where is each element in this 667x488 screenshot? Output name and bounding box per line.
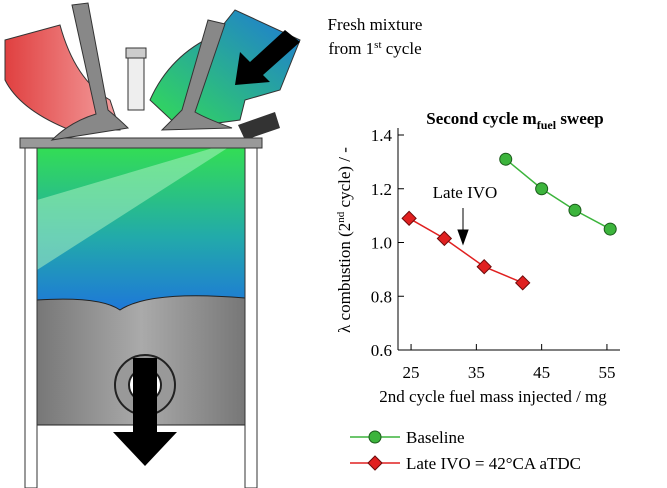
y-tick-label: 1.2: [371, 180, 392, 199]
label-text: from 1: [328, 39, 374, 58]
data-point: [477, 260, 491, 274]
y-tick-label: 0.6: [371, 341, 392, 360]
x-tick-label: 25: [403, 363, 420, 382]
data-point: [536, 183, 548, 195]
label-text: Fresh mixture: [328, 15, 423, 34]
engine-diagram: Fresh mixture from 1st cycle: [5, 3, 422, 488]
annotation: Late IVO: [433, 183, 498, 202]
label-text: cycle: [382, 39, 422, 58]
ylabel-text: λ combustion (2: [335, 223, 354, 333]
data-point: [437, 231, 451, 245]
y-tick-label: 0.8: [371, 287, 392, 306]
y-axis-label: λ combustion (2nd cycle) / -: [335, 147, 354, 333]
data-point: [402, 211, 416, 225]
x-tick-label: 35: [468, 363, 485, 382]
data-point: [516, 276, 530, 290]
y-tick-label: 1.4: [371, 126, 393, 145]
data-point: [569, 204, 581, 216]
diagram-label: Fresh mixture: [328, 15, 423, 34]
ylabel-text: cycle) / -: [335, 147, 354, 212]
series-line: [506, 159, 610, 229]
x-axis-label: 2nd cycle fuel mass injected / mg: [379, 387, 607, 406]
chart-title: Second cycle mfuel sweep: [426, 109, 604, 132]
series-line: [409, 218, 523, 283]
annotation-arrow: [458, 208, 468, 244]
y-tick-label: 1.0: [371, 234, 392, 253]
data-point: [500, 153, 512, 165]
x-tick-label: 45: [533, 363, 550, 382]
diagram-label: from 1st cycle: [328, 39, 421, 58]
legend-marker: [368, 456, 382, 470]
legend-marker: [369, 431, 381, 443]
data-point: [604, 223, 616, 235]
label-sup: st: [374, 39, 381, 51]
figure: Fresh mixture from 1st cycle Second cycl…: [0, 0, 667, 488]
legend-label: Baseline: [406, 428, 465, 447]
legend-label: Late IVO = 42°CA aTDC: [406, 454, 581, 473]
title-text: sweep: [556, 109, 604, 128]
title-text: Second cycle m: [426, 109, 536, 128]
title-sub: fuel: [537, 118, 557, 132]
ylabel-sup: nd: [335, 211, 347, 223]
x-tick-label: 55: [598, 363, 615, 382]
